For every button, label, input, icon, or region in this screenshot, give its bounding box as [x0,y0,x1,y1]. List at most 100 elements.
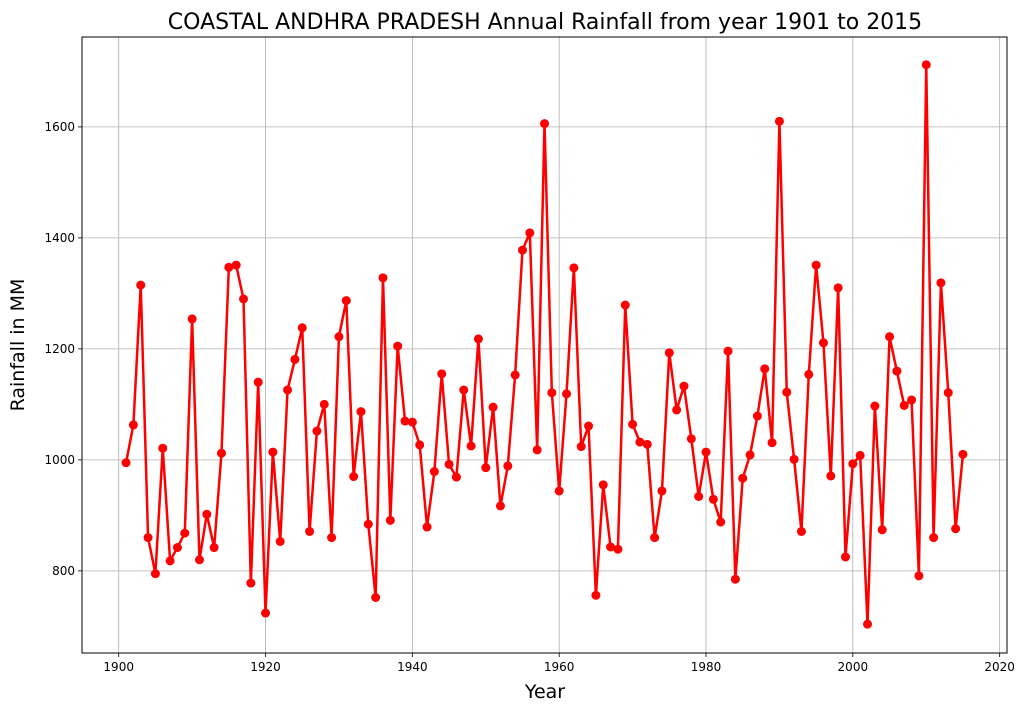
data-point-1944 [437,369,447,379]
data-point-1978 [686,434,696,444]
data-point-1994 [804,369,814,379]
data-point-1915 [224,262,234,272]
data-point-1934 [363,519,373,529]
data-point-1996 [818,338,828,348]
data-point-1990 [774,116,784,126]
data-point-1987 [752,411,762,421]
data-point-1976 [672,405,682,415]
y-axis-ticks: 800 1000 1200 1400 1600 [44,120,82,578]
data-point-1928 [319,399,329,409]
data-point-1999 [840,552,850,562]
y-tick-label: 1200 [44,342,75,356]
data-point-1964 [584,421,594,431]
data-point-1958 [540,119,549,129]
data-point-1908 [172,543,182,553]
y-axis-label: Rainfall in MM [7,279,29,412]
data-point-1979 [694,492,704,502]
data-points [121,60,968,629]
data-point-1940 [407,417,417,427]
data-point-1961 [562,389,572,399]
data-point-1953 [503,461,513,471]
data-point-1947 [459,385,469,395]
data-point-1902 [128,420,138,430]
data-point-1998 [833,283,843,293]
data-point-2014 [951,524,961,534]
data-point-2007 [899,400,909,410]
data-point-1917 [239,294,249,304]
data-point-1935 [371,593,381,603]
data-point-1954 [510,370,520,380]
y-tick-label: 1000 [44,453,75,467]
data-point-1968 [613,544,623,554]
data-point-1991 [782,387,792,397]
data-point-2005 [885,332,895,342]
data-point-1922 [275,536,285,546]
data-point-1952 [495,501,505,511]
y-tick-label: 800 [52,564,75,578]
data-point-1948 [466,441,476,451]
data-point-2010 [921,60,931,70]
data-point-1982 [716,517,726,527]
data-point-1956 [525,228,535,238]
data-point-1950 [481,463,491,473]
data-point-1910 [187,314,197,324]
data-point-2001 [855,450,865,460]
data-point-1913 [209,543,219,553]
y-tick-label: 1600 [44,120,75,134]
data-point-1974 [657,486,667,496]
data-point-1941 [415,440,425,450]
data-point-1966 [598,480,608,490]
data-point-2003 [870,401,880,411]
data-point-2015 [958,449,968,459]
data-point-2009 [914,571,924,581]
data-point-1926 [305,526,315,536]
data-point-1931 [341,296,351,306]
x-tick-label: 1940 [397,660,428,674]
data-point-1925 [297,323,307,333]
data-point-1997 [826,471,836,481]
grid-lines [82,37,1007,653]
data-point-1938 [393,341,403,351]
data-point-1945 [444,459,454,469]
data-point-1959 [547,388,557,398]
x-axis-label: Year [524,681,565,703]
x-tick-label: 2000 [838,660,869,674]
data-point-1943 [429,467,439,477]
data-point-1916 [231,260,241,270]
data-point-1965 [591,590,601,600]
data-point-2006 [892,366,902,376]
data-point-1927 [312,426,322,436]
data-point-1942 [422,522,432,532]
data-point-1918 [246,578,256,588]
data-point-1921 [268,447,278,457]
y-tick-label: 1400 [44,231,75,245]
data-point-1977 [679,381,689,391]
data-point-1939 [400,416,410,426]
data-point-1955 [517,245,527,255]
data-point-1904 [143,533,153,543]
data-point-1912 [202,509,212,519]
data-point-1936 [378,273,388,283]
data-point-1963 [576,442,586,452]
data-point-1949 [473,334,483,344]
data-point-1972 [642,439,652,449]
data-point-1930 [334,332,344,342]
data-point-1986 [745,450,755,460]
data-point-1932 [349,472,359,482]
data-point-1969 [620,300,630,310]
data-point-2008 [907,395,917,405]
x-tick-label: 1900 [103,660,134,674]
data-point-1989 [767,438,777,448]
data-point-2011 [929,533,939,543]
data-point-1951 [488,402,498,412]
data-point-1906 [158,443,168,453]
data-point-1905 [150,569,160,579]
data-point-1970 [628,419,638,429]
data-point-1993 [796,526,806,536]
x-tick-label: 1960 [544,660,575,674]
x-tick-label: 2020 [984,660,1015,674]
data-point-1985 [738,473,748,483]
chart-title: COASTAL ANDHRA PRADESH Annual Rainfall f… [168,10,922,35]
data-point-1975 [664,348,674,358]
